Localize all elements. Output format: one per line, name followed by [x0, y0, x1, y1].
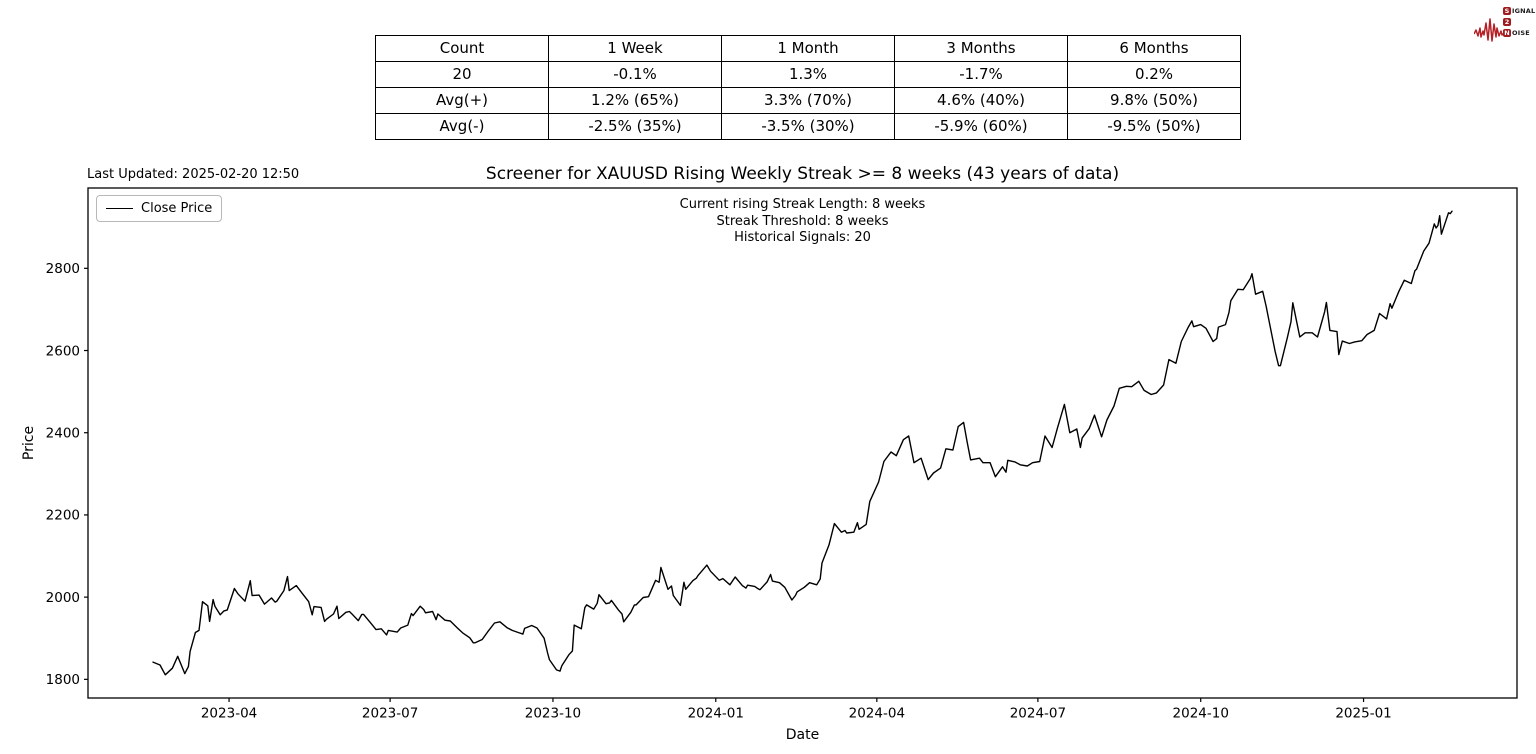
- legend-line-sample: [106, 208, 133, 209]
- stats-cell: 3.3% (70%): [721, 87, 895, 114]
- stats-row: Avg(-) -2.5% (35%) -3.5% (30%) -5.9% (60%) -…: [375, 113, 1241, 140]
- x-tick-label: 2024-04: [849, 706, 905, 722]
- last-updated-text: Last Updated: 2025-02-20 12:50: [87, 167, 300, 182]
- chart-annotations: Current rising Streak Length: 8 weeks St…: [88, 197, 1517, 247]
- stats-header-cell: 1 Week: [548, 35, 722, 62]
- y-tick-label: 2600: [46, 343, 80, 359]
- annotation-current-streak: Current rising Streak Length: 8 weeks: [679, 197, 926, 212]
- stats-cell: -5.9% (60%): [894, 113, 1068, 140]
- stats-row: 20 -0.1% 1.3% -1.7% 0.2%: [375, 61, 1241, 88]
- logo-letter-n: N: [1503, 28, 1511, 37]
- stats-cell: -3.5% (30%): [721, 113, 895, 140]
- legend: Close Price: [96, 195, 223, 222]
- legend-label: Close Price: [141, 201, 213, 216]
- logo-row-two: 2: [1503, 17, 1535, 26]
- x-tick-label: 2023-07: [362, 706, 418, 722]
- s2n-logo: S IGNAL 2 N OISE: [1474, 4, 1535, 48]
- logo-row-signal: S IGNAL: [1503, 6, 1535, 15]
- stats-cell: 9.8% (50%): [1067, 87, 1241, 114]
- logo-text-ignal: IGNAL: [1512, 6, 1536, 15]
- x-tick-label: 2024-10: [1173, 706, 1229, 722]
- close-price-line: [152, 210, 1453, 676]
- y-tick-label: 2800: [46, 261, 80, 277]
- stats-header-cell: 6 Months: [1067, 35, 1241, 62]
- stats-cell: 4.6% (40%): [894, 87, 1068, 114]
- logo-letter-s: S: [1503, 6, 1511, 15]
- stats-cell: 0.2%: [1067, 61, 1241, 88]
- stats-header-row: Count 1 Week 1 Month 3 Months 6 Months: [375, 35, 1241, 62]
- logo-text-oise: OISE: [1512, 28, 1530, 37]
- y-tick-label: 1800: [46, 672, 80, 688]
- stats-row: Avg(+) 1.2% (65%) 3.3% (70%) 4.6% (40%) 9.8%…: [375, 87, 1241, 114]
- stats-cell: -0.1%: [548, 61, 722, 88]
- stats-header-cell: 3 Months: [894, 35, 1068, 62]
- chart-title: Screener for XAUUSD Rising Weekly Streak…: [485, 164, 1120, 184]
- annotation-historical-signals: Historical Signals: 20: [734, 230, 871, 245]
- x-tick-label: 2024-07: [1010, 706, 1066, 722]
- y-tick-label: 2400: [46, 426, 80, 442]
- stats-cell: Avg(+): [375, 87, 549, 114]
- x-axis-label: Date: [785, 727, 820, 743]
- logo-text: S IGNAL 2 N OISE: [1503, 6, 1535, 39]
- stats-header-cell: Count: [375, 35, 549, 62]
- y-tick-label: 2000: [46, 590, 80, 606]
- plot-border: [87, 187, 1518, 699]
- stats-cell: 1.2% (65%): [548, 87, 722, 114]
- y-tick-label: 2200: [46, 508, 80, 524]
- x-tick-label: 2023-10: [525, 706, 581, 722]
- stats-cell: 1.3%: [721, 61, 895, 88]
- stats-cell: -2.5% (35%): [548, 113, 722, 140]
- stats-table: Count 1 Week 1 Month 3 Months 6 Months 20 -0.1…: [375, 35, 1241, 140]
- stats-cell: -9.5% (50%): [1067, 113, 1241, 140]
- logo-letter-2: 2: [1503, 17, 1511, 26]
- x-tick-label: 2024-01: [688, 706, 744, 722]
- logo-waveform-icon: [1474, 18, 1506, 42]
- stats-cell: -1.7%: [894, 61, 1068, 88]
- stats-cell: Avg(-): [375, 113, 549, 140]
- logo-row-noise: N OISE: [1503, 28, 1535, 37]
- annotation-streak-threshold: Streak Threshold: 8 weeks: [716, 213, 889, 229]
- x-tick-label: 2025-01: [1335, 706, 1391, 722]
- x-tick-label: 2023-04: [201, 706, 257, 722]
